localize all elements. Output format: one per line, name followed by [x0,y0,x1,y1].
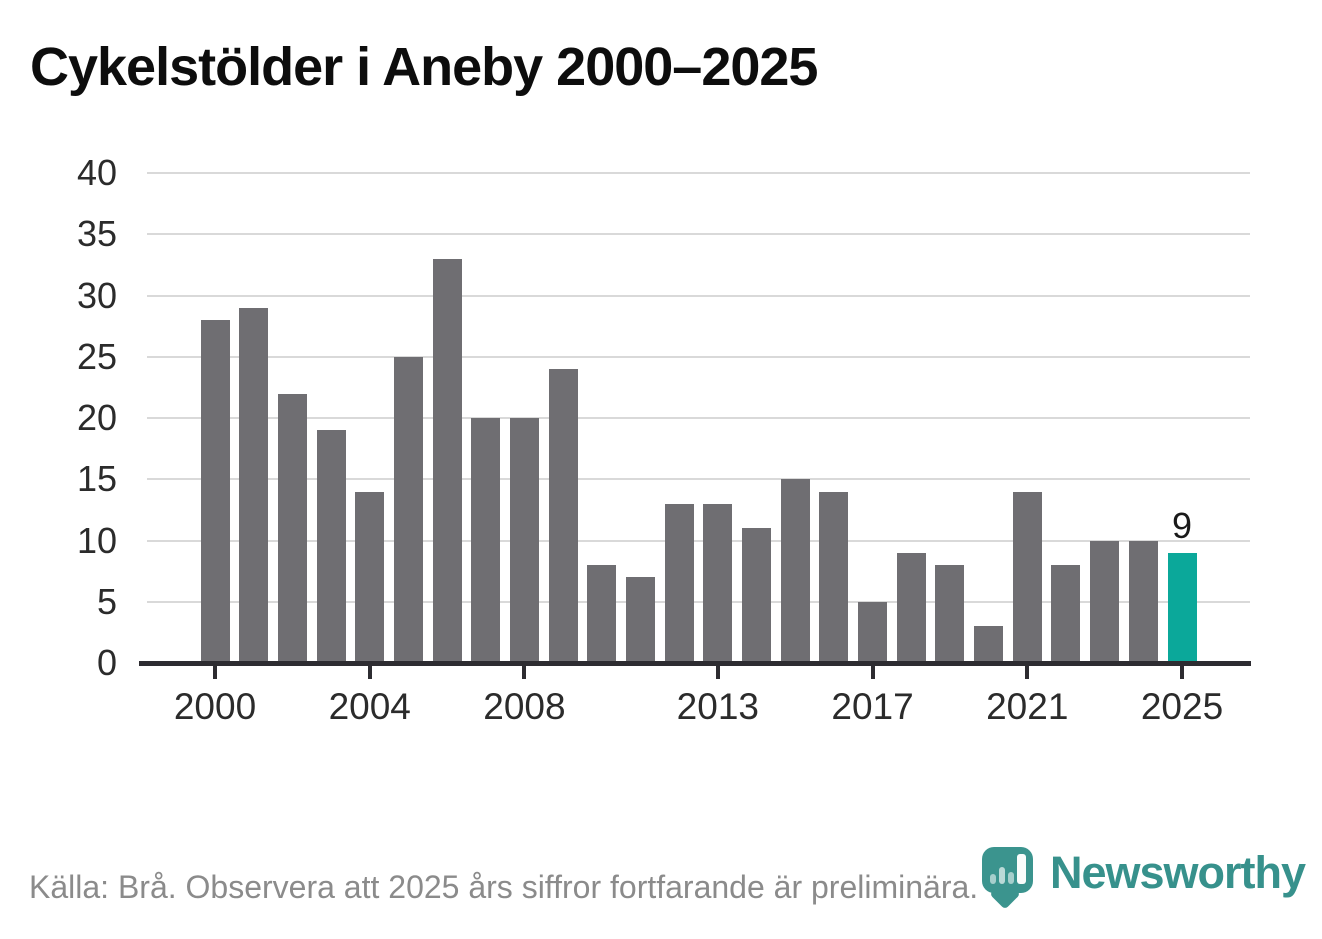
bar-2000 [200,320,230,663]
source-note: Källa: Brå. Observera att 2025 års siffr… [29,869,979,905]
bar-2018 [896,552,926,663]
y-axis-label-5: 5 [96,580,117,622]
bar-2001 [239,307,269,663]
bar-2002 [277,393,307,663]
bar-chart-pin-icon [982,847,1033,893]
gridline-40 [147,172,1250,174]
x-axis-label-2013: 2013 [676,686,759,727]
gridline-5 [147,600,1250,603]
bar-2025-highlighted [1167,552,1197,663]
x-axis-tick-2013 [715,666,720,679]
y-axis-label-30: 30 [76,274,117,316]
x-axis-tick-2017 [870,666,875,679]
y-axis-label-40: 40 [76,152,117,193]
bar-2020 [974,626,1004,663]
bar-2007 [471,418,501,663]
gridline-30 [147,294,1250,297]
y-axis-label-15: 15 [76,458,117,500]
bar-2014 [742,528,772,663]
gridline-20 [147,417,1250,419]
bar-2013 [703,503,733,663]
x-axis-tick-2025 [1180,666,1184,679]
gridline-35 [147,233,1250,236]
bar-2009 [548,369,578,663]
bar-2017 [858,601,888,663]
bar-2006 [432,258,462,663]
x-axis-tick-2008 [522,666,527,679]
bar-2005 [393,356,423,663]
bar-2022 [1051,565,1081,663]
bar-2008 [509,418,539,663]
y-axis-label-20: 20 [76,397,117,438]
gridline-15 [147,478,1250,481]
x-axis-tick-2000 [213,666,217,679]
x-axis-label-2000: 2000 [173,686,257,727]
x-axis-tick-2004 [367,666,372,679]
x-axis-line [139,661,1251,666]
x-axis-label-2025: 2025 [1140,686,1224,727]
bar-2011 [625,577,655,663]
x-axis-tick-2021 [1025,666,1030,679]
x-axis-label-2004: 2004 [328,686,411,727]
y-axis-label-10: 10 [76,519,117,561]
bar-2004 [355,491,385,663]
bar-2012 [664,503,694,663]
gridline-25 [147,355,1250,358]
value-label-2025: 9 [1171,504,1193,546]
logo-wordmark: Newsworthy [1050,847,1306,898]
bar-2003 [316,430,346,663]
bar-2021 [1012,491,1042,663]
y-axis-label-0: 0 [96,642,117,683]
pin-bars-glyph [982,847,1033,893]
y-axis-label-25: 25 [76,335,117,377]
gridline-10 [147,539,1250,542]
x-axis-label-2021: 2021 [986,686,1069,727]
chart-title: Cykelstölder i Aneby 2000–2025 [30,37,818,97]
x-axis-label-2008: 2008 [483,686,566,727]
bar-2024 [1128,540,1158,663]
x-axis-label-2017: 2017 [831,686,914,727]
y-axis-label-35: 35 [76,213,117,255]
bar-2016 [819,491,849,663]
bar-2023 [1090,540,1120,663]
bar-2015 [780,479,810,663]
bar-2019 [935,565,965,663]
bar-2010 [587,565,617,663]
